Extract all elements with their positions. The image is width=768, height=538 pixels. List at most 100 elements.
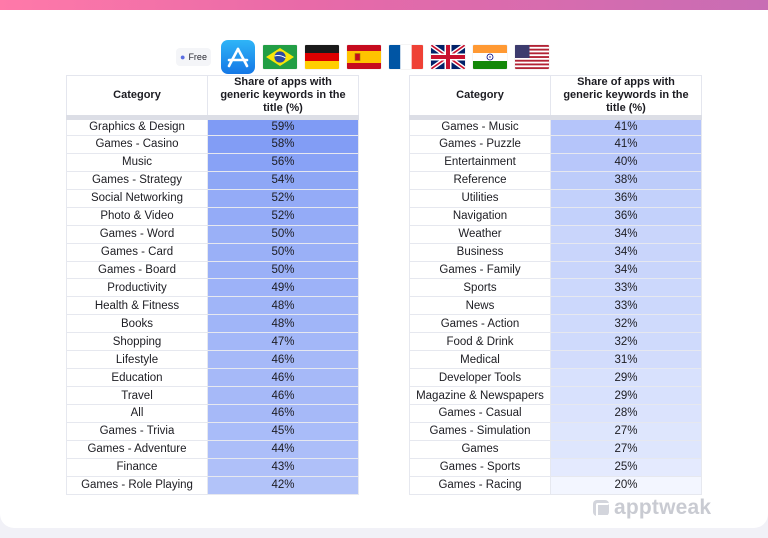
share-cell: 20% — [550, 475, 702, 495]
share-cell: 52% — [207, 188, 359, 208]
pricing-filter-label: Free — [188, 52, 207, 62]
category-cell: Photo & Video — [66, 206, 208, 226]
category-cell: Utilities — [409, 188, 551, 208]
france-flag-icon — [388, 45, 423, 69]
share-cell: 27% — [550, 439, 702, 459]
share-cell: 44% — [207, 439, 359, 459]
watermark-brand: apptweak — [614, 496, 712, 519]
category-cell: Navigation — [409, 206, 551, 226]
share-cell: 46% — [207, 368, 359, 388]
share-cell: 48% — [207, 296, 359, 316]
brazil-flag-icon — [262, 45, 297, 69]
share-cell: 40% — [550, 152, 702, 172]
category-cell: Games - Word — [66, 224, 208, 244]
category-cell: Games - Adventure — [66, 439, 208, 459]
category-cell: Games - Simulation — [409, 421, 551, 441]
table-row: Shopping 47% — [66, 332, 359, 352]
share-cell: 52% — [207, 206, 359, 226]
table-row: Utilities 36% — [409, 188, 702, 208]
share-cell: 34% — [550, 260, 702, 280]
category-cell: Social Networking — [66, 188, 208, 208]
united-kingdom-flag-icon — [430, 45, 465, 69]
share-cell: 46% — [207, 350, 359, 370]
filter-bar: ● Free — [176, 40, 557, 74]
table-row: Travel 46% — [66, 386, 359, 405]
india-flag-icon — [472, 45, 507, 69]
category-cell: Games - Casual — [409, 404, 551, 423]
header-category: Category — [409, 75, 551, 120]
united-states-flag-icon — [514, 45, 549, 69]
header-share: Share of apps with generic keywords in t… — [207, 75, 359, 120]
category-cell: Developer Tools — [409, 368, 551, 388]
table-row: Photo & Video 52% — [66, 206, 359, 226]
share-cell: 59% — [207, 117, 359, 136]
share-cell: 41% — [550, 117, 702, 136]
share-cell: 34% — [550, 224, 702, 244]
table-row: Games - Casual 28% — [409, 404, 702, 423]
share-cell: 54% — [207, 170, 359, 190]
table-row: Entertainment 40% — [409, 152, 702, 172]
category-cell: Shopping — [66, 332, 208, 352]
share-cell: 47% — [207, 332, 359, 352]
category-cell: Games — [409, 439, 551, 459]
right-category-table: Category Share of apps with generic keyw… — [409, 75, 702, 495]
table-row: Sports 33% — [409, 278, 702, 298]
category-cell: Weather — [409, 224, 551, 244]
table-row: Games - Racing 20% — [409, 475, 702, 495]
table-row: Music 56% — [66, 152, 359, 172]
table-row: Games - Adventure 44% — [66, 439, 359, 459]
right-table-body: Games - Music 41% Games - Puzzle 41% Enterta… — [409, 117, 702, 495]
share-cell: 50% — [207, 224, 359, 244]
share-cell: 43% — [207, 457, 359, 477]
category-cell: Productivity — [66, 278, 208, 298]
share-cell: 32% — [550, 314, 702, 334]
apptweak-logo-icon — [593, 500, 610, 517]
header-category: Category — [66, 75, 208, 120]
tag-icon: ● — [180, 52, 186, 62]
app-store-icon — [220, 40, 255, 74]
table-row: Business 34% — [409, 242, 702, 262]
table-row: Games 27% — [409, 439, 702, 459]
share-cell: 31% — [550, 350, 702, 370]
category-cell: Entertainment — [409, 152, 551, 172]
table-row: Reference 38% — [409, 170, 702, 190]
category-cell: Graphics & Design — [66, 117, 208, 136]
category-cell: Books — [66, 314, 208, 334]
share-cell: 28% — [550, 404, 702, 423]
table-row: Graphics & Design 59% — [66, 117, 359, 136]
table-row: Games - Action 32% — [409, 314, 702, 334]
category-cell: Medical — [409, 350, 551, 370]
table-row: Games - Sports 25% — [409, 457, 702, 477]
category-cell: Games - Racing — [409, 475, 551, 495]
table-row: Social Networking 52% — [66, 188, 359, 208]
category-cell: Games - Casino — [66, 134, 208, 154]
category-cell: Health & Fitness — [66, 296, 208, 316]
share-cell: 46% — [207, 386, 359, 405]
share-cell: 34% — [550, 242, 702, 262]
share-cell: 42% — [207, 475, 359, 495]
table-row: Books 48% — [66, 314, 359, 334]
table-row: Finance 43% — [66, 457, 359, 477]
share-cell: 33% — [550, 296, 702, 316]
category-cell: Business — [409, 242, 551, 262]
category-cell: Sports — [409, 278, 551, 298]
share-cell: 41% — [550, 134, 702, 154]
share-cell: 36% — [550, 188, 702, 208]
share-cell: 45% — [207, 421, 359, 441]
share-cell: 32% — [550, 332, 702, 352]
category-cell: Games - Trivia — [66, 421, 208, 441]
category-cell: Games - Strategy — [66, 170, 208, 190]
table-header-row: Category Share of apps with generic keyw… — [66, 75, 359, 120]
share-cell: 25% — [550, 457, 702, 477]
category-cell: Reference — [409, 170, 551, 190]
category-cell: All — [66, 404, 208, 423]
table-row: Food & Drink 32% — [409, 332, 702, 352]
category-cell: Games - Card — [66, 242, 208, 262]
table-row: Navigation 36% — [409, 206, 702, 226]
left-category-table: Category Share of apps with generic keyw… — [66, 75, 359, 495]
category-cell: Games - Action — [409, 314, 551, 334]
share-cell: 46% — [207, 404, 359, 423]
table-row: Medical 31% — [409, 350, 702, 370]
table-row: Developer Tools 29% — [409, 368, 702, 388]
germany-flag-icon — [304, 45, 339, 69]
